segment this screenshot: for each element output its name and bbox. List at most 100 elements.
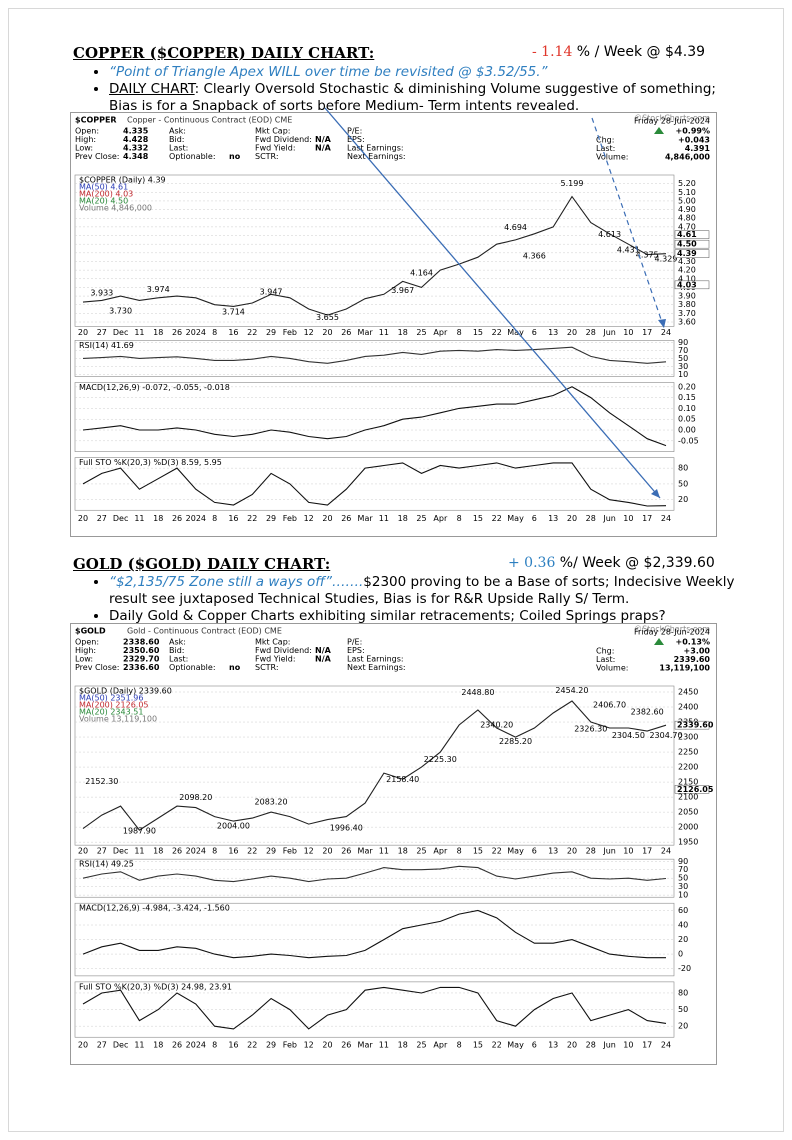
x-tick-label: Feb [283,514,297,523]
date: Friday 28-Jun-2024 [634,628,710,637]
x-tick-label: 13 [548,328,558,337]
stat-label: Last Earnings: [347,655,404,664]
x-tick-label: 27 [97,1041,107,1050]
y-tick-label: 30 [678,882,688,891]
series-line [82,346,667,364]
y-tick-label: 5.10 [678,188,696,197]
legend-entry: $GOLD (Daily) 2339.60 [79,687,172,696]
x-tick-label: 12 [304,847,314,856]
stat-label: Fwd Yield: [255,144,296,153]
quote-label: Chg: [596,647,614,656]
stat-label: Bid: [169,646,184,655]
x-tick-label: 8 [212,328,217,337]
x-tick-label: 25 [416,328,426,337]
y-tick-label: 0.20 [678,382,696,391]
x-tick-label: 22 [492,328,502,337]
stat-value: 2338.60 [123,638,160,647]
price-tag-label: 2339.60 [677,721,714,730]
x-tick-label: 10 [623,1041,633,1050]
bullet-list: “Point of Triangle Apex WILL over time b… [74,64,739,115]
x-tick-label: 20 [322,514,332,523]
price-tag [674,720,710,730]
legend-entry: Volume 4,846,000 [79,204,152,213]
stat-value: no [229,152,241,161]
x-tick-label: 27 [97,328,107,337]
y-tick-label: 90 [678,857,688,866]
x-tick-label: 26 [341,514,351,523]
stat-label: Open: [75,638,99,647]
pct-change: +0.99% [676,127,710,136]
x-tick-label: 10 [623,847,633,856]
price-annotation: 1996.40 [330,824,363,833]
stat-label: Low: [75,144,93,153]
legend-entry: MA(20) 4.50 [79,197,128,206]
y-tick-label: 1950 [678,838,698,847]
y-tick-label: 70 [678,865,688,874]
y-tick-label: 2000 [678,823,698,832]
x-tick-label: 27 [97,514,107,523]
x-tick-label: 15 [473,847,483,856]
stat-value: N/A [315,144,332,153]
stat-value: 2350.60 [123,646,160,655]
indicator-label: RSI(14) 49.25 [79,860,134,869]
x-tick-label: 29 [266,847,276,856]
price-annotation: 1987.90 [123,826,156,835]
price-annotation: 3.974 [147,285,170,294]
x-tick-label: Feb [283,328,297,337]
panel-frame [74,382,675,452]
x-tick-label: 16 [228,847,238,856]
price-annotation: 2158.40 [386,775,419,784]
y-tick-label: 4.10 [678,274,696,283]
y-tick-label: 30 [678,362,688,371]
x-tick-label: 22 [492,514,502,523]
x-tick-label: Mar [358,847,374,856]
price-tag [674,239,710,249]
series-line [82,700,667,831]
price-annotation: 2152.30 [85,777,118,786]
watermark: ©StockCharts.com [634,625,710,634]
x-tick-label: 22 [492,847,502,856]
y-tick-label: -0.05 [678,436,699,445]
price-annotation: 4.613 [598,230,621,239]
price-annotation: 3.967 [391,286,414,295]
x-tick-label: 18 [398,1041,408,1050]
price-tag-label: 2126.05 [677,785,714,794]
x-tick-label: 18 [153,328,163,337]
x-tick-label: 28 [586,847,596,856]
indicator-label: Full STO %K(20,3) %D(3) 8.59, 5.95 [79,458,222,467]
x-tick-label: 28 [586,1041,596,1050]
x-tick-label: 20 [322,328,332,337]
x-tick-label: 18 [153,1041,163,1050]
x-tick-label: 26 [172,328,182,337]
stat-value: 2329.70 [123,655,160,664]
stat-label: Optionable: [169,663,216,672]
x-tick-label: May [507,847,524,856]
y-tick-label: 20 [678,1022,688,1031]
stat-label: P/E: [347,638,362,647]
x-tick-label: 11 [379,847,389,856]
y-tick-label: 2400 [678,703,698,712]
change-value: + 0.36 [508,555,556,571]
x-tick-label: Apr [433,1041,448,1050]
x-tick-label: 8 [212,847,217,856]
x-tick-label: 18 [398,328,408,337]
stat-label: Prev Close: [75,663,119,672]
weekly-change: - 1.14 % / Week @ $4.39 [532,44,705,60]
y-tick-label: 0.15 [678,393,696,402]
x-tick-label: 16 [228,1041,238,1050]
x-tick-label: Mar [358,1041,374,1050]
bullet-lead: DAILY CHART [109,81,195,97]
x-tick-label: 8 [457,847,462,856]
x-tick-label: 10 [623,328,633,337]
quote: “$2,135/75 Zone still a ways off” [109,574,332,590]
stat-value: 4.428 [123,135,149,144]
x-tick-label: 12 [304,1041,314,1050]
x-tick-label: 6 [532,847,537,856]
x-tick-label: 24 [661,1041,671,1050]
series-line [82,386,667,447]
x-tick-label: 18 [398,847,408,856]
x-tick-label: May [507,1041,524,1050]
x-tick-label: 12 [304,328,314,337]
symbol: $COPPER [75,116,117,125]
x-tick-label: 12 [304,514,314,523]
